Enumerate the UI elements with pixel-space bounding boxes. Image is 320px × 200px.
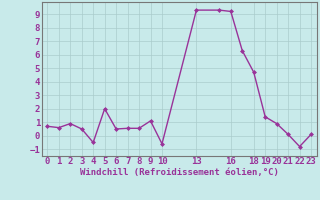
- X-axis label: Windchill (Refroidissement éolien,°C): Windchill (Refroidissement éolien,°C): [80, 168, 279, 177]
